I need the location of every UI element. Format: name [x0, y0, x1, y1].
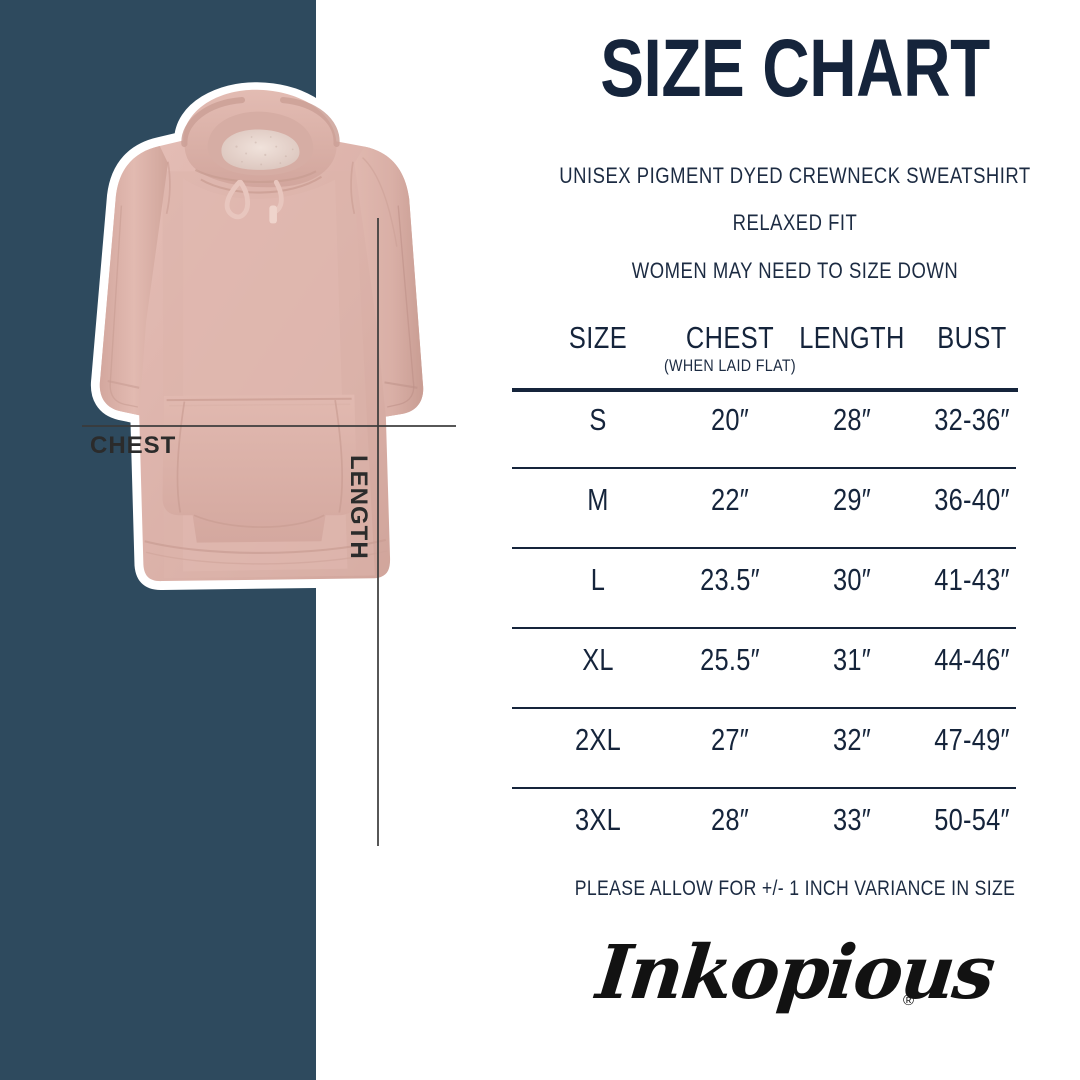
- table-row-divider: [512, 627, 1016, 629]
- cell-bust: 41-43″: [934, 562, 1010, 597]
- table-row-divider: [512, 467, 1016, 469]
- table-row: 2XL 27″ 32″ 47-49″: [510, 722, 1080, 802]
- cell-bust: 36-40″: [934, 482, 1010, 517]
- fit-subtitle: RELAXED FIT: [732, 210, 858, 235]
- brand-name: Inkopious: [592, 930, 998, 1016]
- cell-length: 30″: [832, 562, 872, 597]
- cell-length: 31″: [832, 642, 872, 677]
- cell-chest: 23.5″: [700, 562, 760, 597]
- cell-chest: 25.5″: [700, 642, 760, 677]
- table-row-divider: [512, 547, 1016, 549]
- page-title: SIZE CHART: [600, 23, 990, 114]
- table-row: 3XL 28″ 33″ 50-54″: [510, 802, 1080, 882]
- table-row: XL 25.5″ 31″ 44-46″: [510, 642, 1080, 722]
- column-header-chest: CHEST: [685, 320, 775, 355]
- cell-bust: 50-54″: [934, 802, 1010, 837]
- chest-measurement-line: [82, 425, 456, 427]
- length-measurement-line: [377, 218, 379, 846]
- cell-chest: 20″: [710, 402, 750, 437]
- product-photo-panel: CHEST LENGTH: [0, 0, 510, 1080]
- table-row: L 23.5″ 30″ 41-43″: [510, 562, 1080, 642]
- chest-measurement-label: CHEST: [90, 432, 177, 459]
- cell-size: L: [590, 562, 606, 597]
- brand-logo: Inkopious ®: [510, 930, 1080, 1040]
- table-row-divider: [512, 787, 1016, 789]
- cell-size: M: [587, 482, 609, 517]
- column-header-size: SIZE: [568, 320, 628, 355]
- cell-chest: 28″: [710, 802, 750, 837]
- table-row: M 22″ 29″ 36-40″: [510, 482, 1080, 562]
- cell-length: 29″: [832, 482, 872, 517]
- cell-length: 28″: [832, 402, 872, 437]
- product-name-subtitle: UNISEX PIGMENT DYED CREWNECK SWEATSHIRT: [559, 163, 1031, 188]
- cell-bust: 47-49″: [934, 722, 1010, 757]
- size-chart-content: SIZE CHART UNISEX PIGMENT DYED CREWNECK …: [510, 0, 1080, 1080]
- cell-bust: 32-36″: [934, 402, 1010, 437]
- table-row: S 20″ 28″ 32-36″: [510, 402, 1080, 482]
- sizing-advice-subtitle: WOMEN MAY NEED TO SIZE DOWN: [631, 258, 959, 283]
- table-header-divider: [512, 388, 1018, 392]
- table-row-divider: [512, 707, 1016, 709]
- cell-length: 33″: [832, 802, 872, 837]
- column-header-bust: BUST: [937, 320, 1007, 355]
- chest-measurement-note: (WHEN LAID FLAT): [663, 356, 797, 375]
- registered-trademark-icon: ®: [903, 992, 915, 1009]
- cell-size: S: [589, 402, 607, 437]
- cell-size: XL: [582, 642, 614, 677]
- size-table: SIZE CHEST LENGTH BUST (WHEN LAID FLAT) …: [510, 320, 1080, 837]
- length-measurement-label: LENGTH: [345, 455, 372, 560]
- table-header-row: SIZE CHEST LENGTH BUST (WHEN LAID FLAT): [510, 320, 1080, 392]
- column-header-length: LENGTH: [799, 320, 905, 355]
- cell-chest: 22″: [710, 482, 750, 517]
- cell-chest: 27″: [710, 722, 750, 757]
- cell-size: 2XL: [575, 722, 621, 757]
- hoodie-photo: [90, 82, 433, 590]
- cell-size: 3XL: [575, 802, 621, 837]
- variance-footnote: PLEASE ALLOW FOR +/- 1 INCH VARIANCE IN …: [574, 877, 1016, 900]
- cell-bust: 44-46″: [934, 642, 1010, 677]
- cell-length: 32″: [832, 722, 872, 757]
